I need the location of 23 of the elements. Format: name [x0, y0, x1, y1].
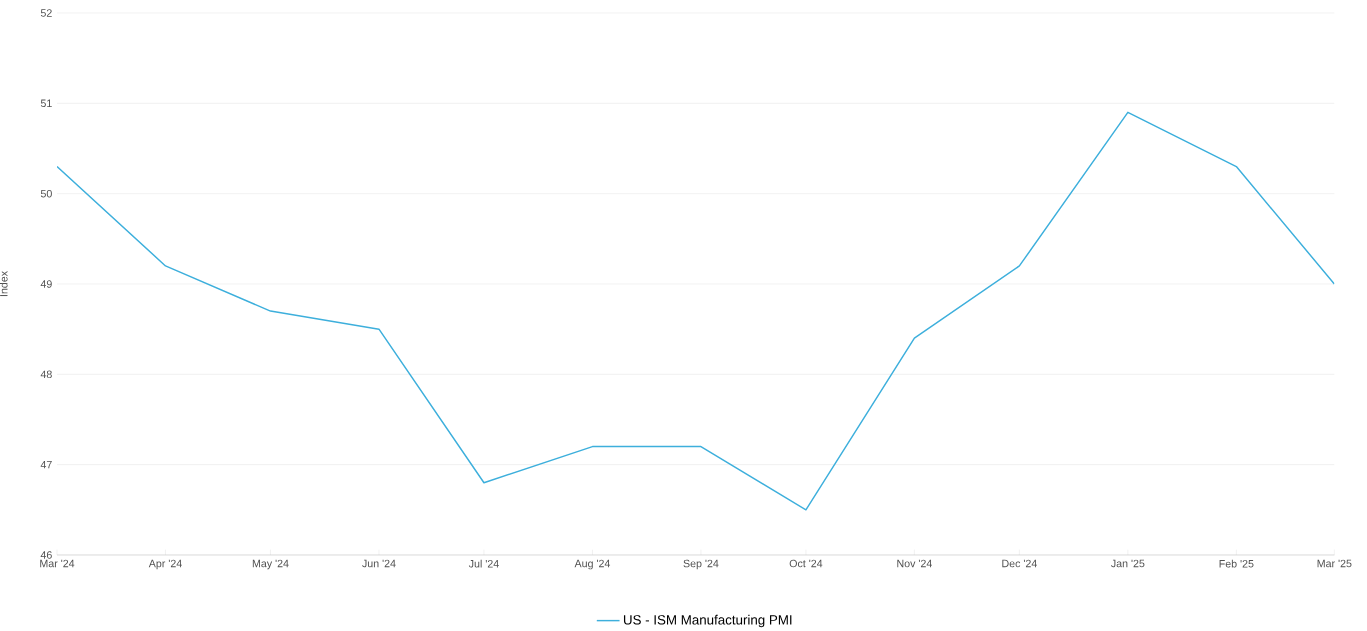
y-tick-label: 52 — [40, 9, 52, 17]
x-tick-label: Nov '24 — [897, 559, 932, 568]
y-tick-label: 51 — [40, 99, 52, 108]
x-tick-label: Jan '25 — [1111, 559, 1145, 568]
y-tick-label: 50 — [40, 189, 52, 198]
x-tick-label: Aug '24 — [574, 559, 611, 570]
x-tick-label: Dec '24 — [1002, 559, 1037, 568]
line-series — [57, 111, 1335, 511]
y-tick-label: 47 — [40, 460, 52, 469]
x-tick-label: Feb '25 — [1219, 559, 1254, 568]
x-tick-label: Sep '24 — [683, 559, 719, 570]
y-tick-label: 49 — [40, 280, 52, 288]
x-tick-label: Mar '25 — [1317, 559, 1352, 568]
x-tick-label: May '24 — [252, 559, 289, 570]
x-tick-label: Jun '24 — [362, 559, 396, 568]
y-tick-label: 48 — [40, 370, 52, 379]
x-tick-label: Jul '24 — [468, 559, 499, 568]
legend-label: US - ISM Manufacturing PMI — [623, 614, 792, 628]
x-tick-label: Apr '24 — [148, 559, 182, 570]
x-tick-label: Oct '24 — [789, 559, 823, 568]
y-axis-title: Index — [0, 271, 8, 297]
y-tick-label: 46 — [40, 551, 52, 559]
x-tick-label: Mar '24 — [40, 559, 75, 568]
